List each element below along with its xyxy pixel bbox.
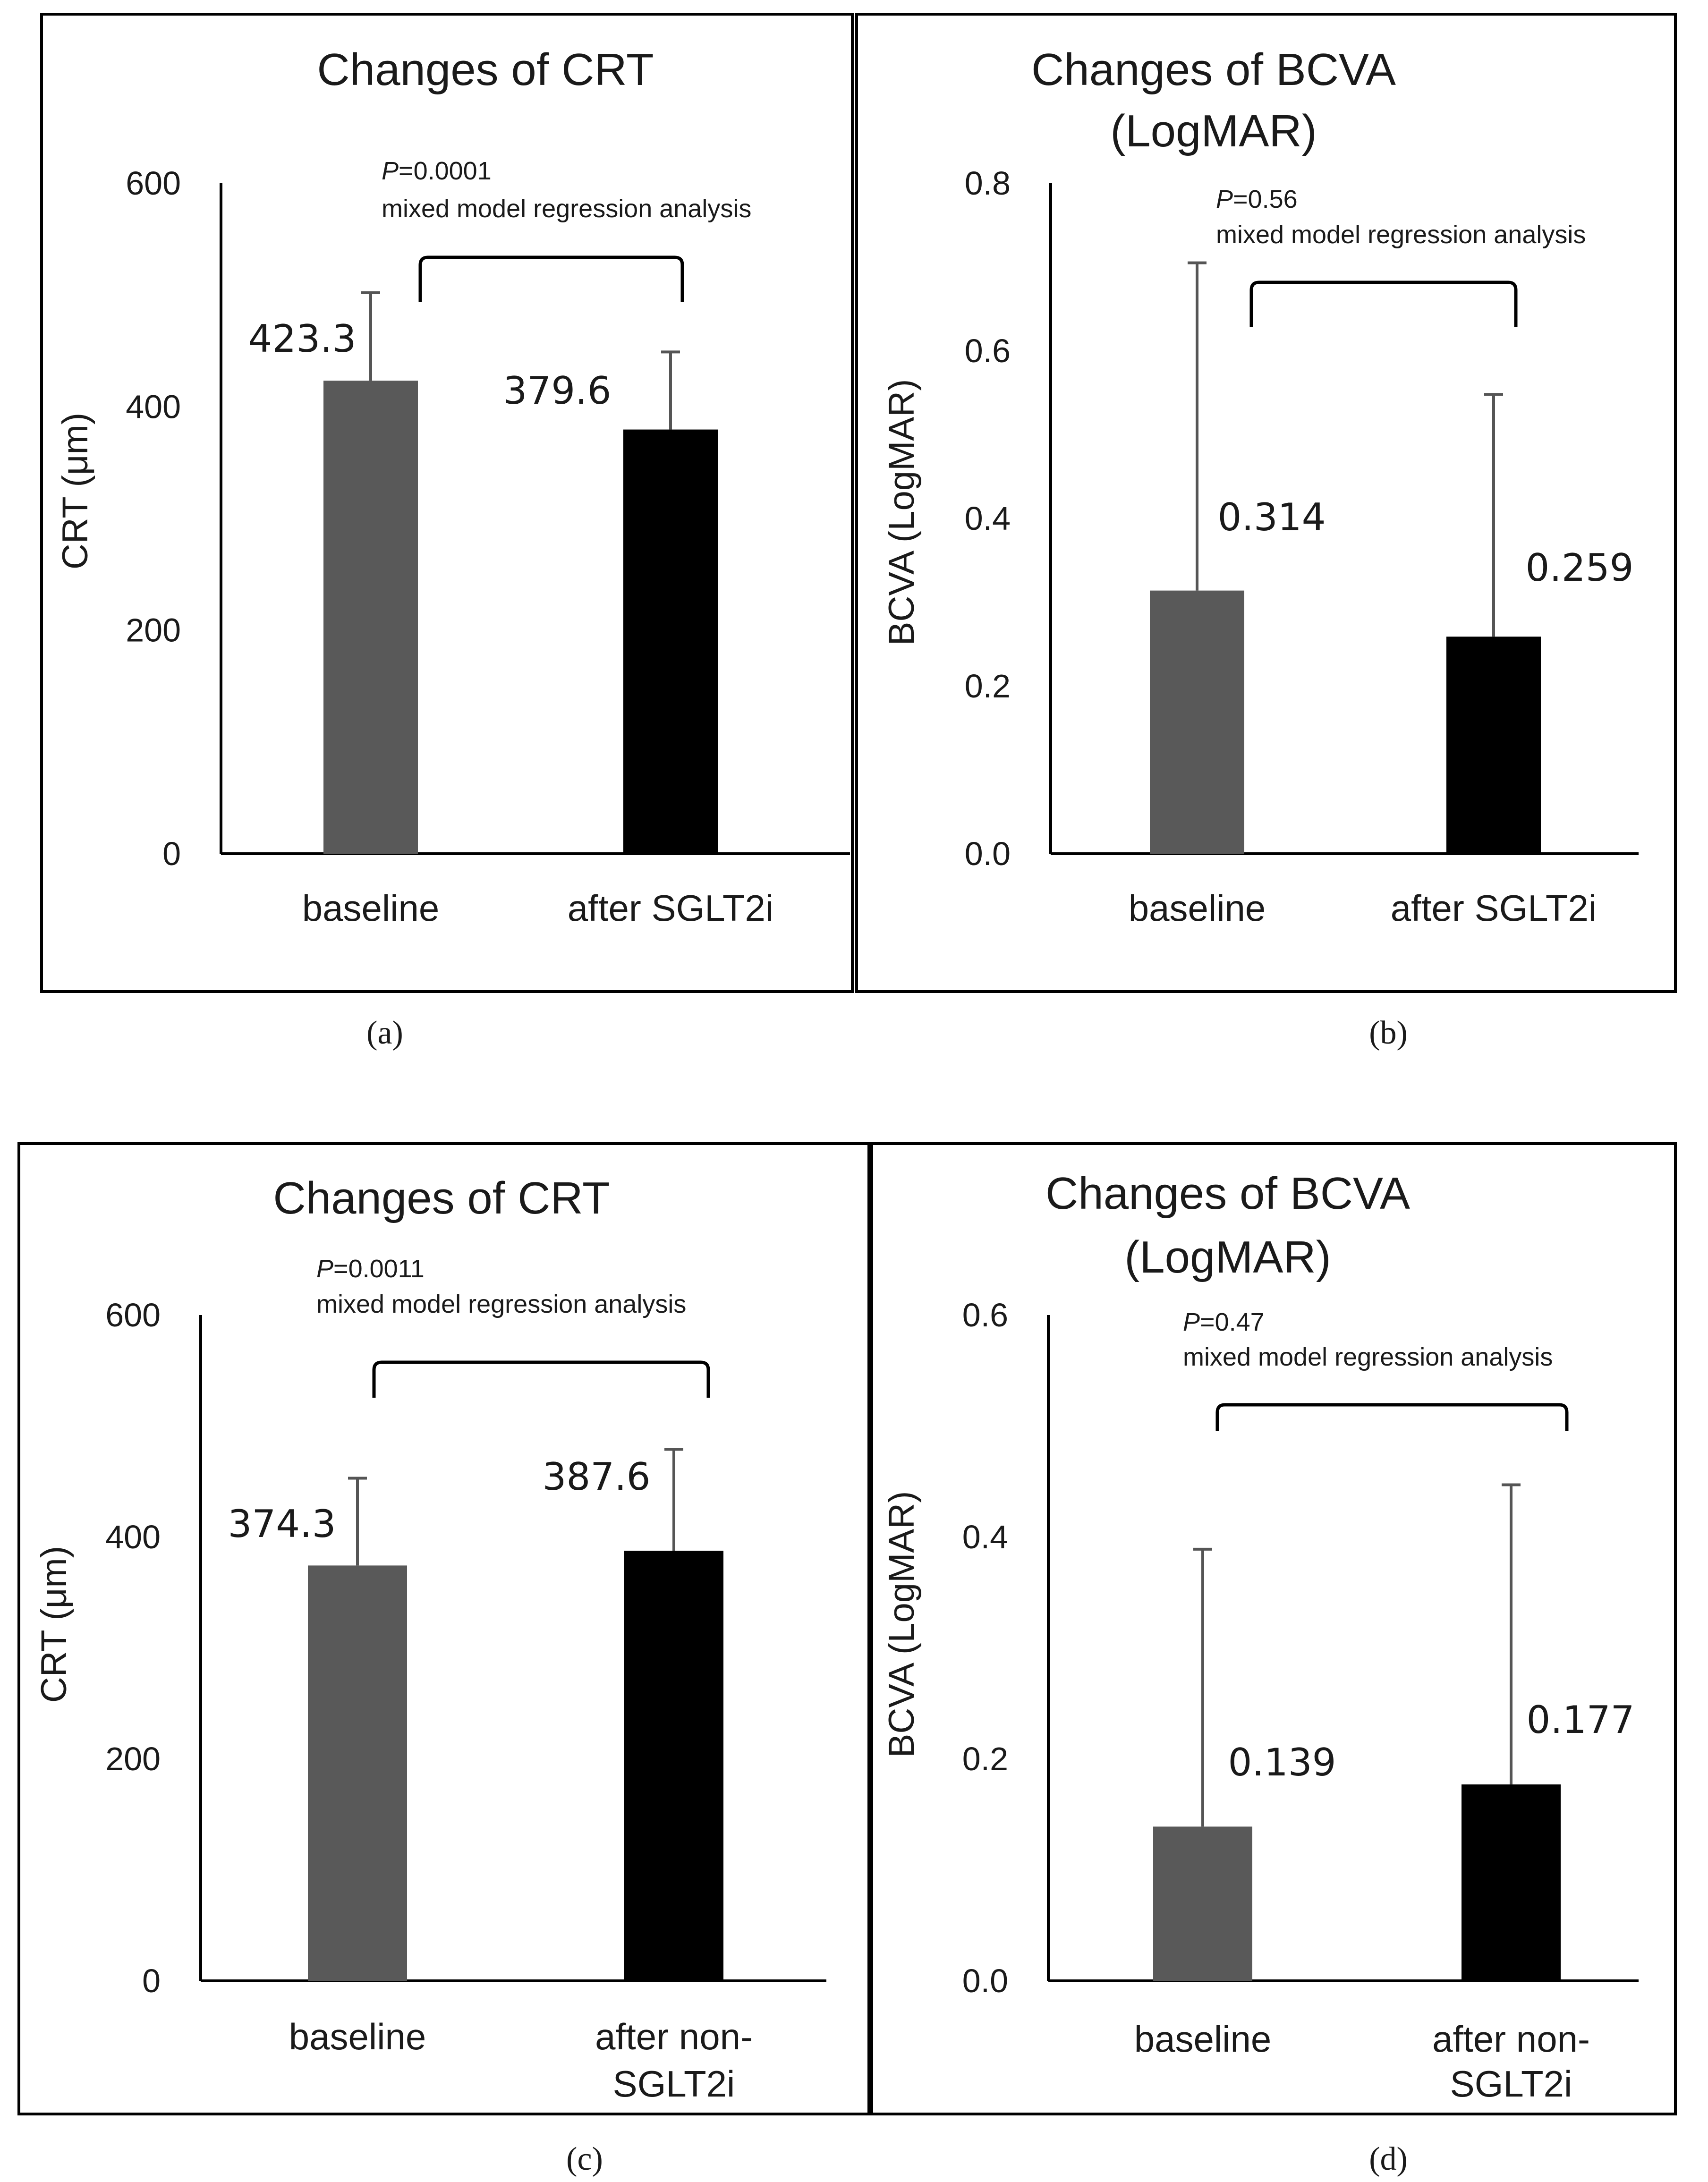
p-value-annotation: P=0.56 (1216, 185, 1298, 213)
bar (1150, 590, 1244, 854)
y-axis-label: CRT (μm) (34, 1546, 74, 1703)
x-tick-label: baseline (289, 2016, 426, 2057)
panel-frame-3 (17, 1142, 873, 2115)
panel-caption: (d) (1369, 2141, 1408, 2177)
panel-caption: (b) (1369, 1015, 1408, 1051)
p-value: =0.56 (1233, 185, 1298, 213)
data-label: 387.6 (542, 1455, 650, 1499)
y-axis-label: BCVA (LogMAR) (882, 379, 922, 646)
y-tick-label: 0 (162, 835, 181, 872)
y-tick-label: 400 (126, 388, 181, 425)
chart-title: Changes of BCVA (1045, 1168, 1410, 1219)
data-label: 379.6 (503, 369, 611, 413)
y-axis-label: BCVA (LogMAR) (882, 1491, 922, 1758)
panel-caption: (a) (366, 1015, 403, 1051)
bar (1462, 1784, 1561, 1981)
y-tick-label: 0.6 (965, 332, 1011, 369)
significance-bracket (372, 1360, 710, 1398)
p-value-annotation: P=0.47 (1183, 1308, 1265, 1336)
x-tick-label: after SGLT2i (568, 887, 773, 929)
chart-title: (LogMAR) (1124, 1232, 1331, 1282)
chart-title: Changes of CRT (273, 1173, 610, 1223)
y-tick-label: 0.4 (965, 500, 1011, 537)
bar (623, 429, 718, 854)
y-tick-label: 0.4 (962, 1519, 1008, 1555)
y-tick-label: 600 (105, 1297, 161, 1333)
data-label: 0.139 (1228, 1741, 1336, 1784)
test-method-label: mixed model regression analysis (1183, 1343, 1553, 1371)
panel-caption: (c) (566, 2141, 603, 2177)
y-tick-label: 0.0 (965, 835, 1011, 872)
y-tick-label: 400 (105, 1519, 161, 1555)
x-tick-label: baseline (302, 887, 440, 929)
panel-frame-1 (40, 13, 854, 993)
x-tick-label: SGLT2i (1450, 2063, 1572, 2105)
data-label: 0.259 (1525, 546, 1633, 590)
p-symbol: P (1183, 1308, 1200, 1336)
p-value: =0.47 (1200, 1308, 1265, 1336)
test-method-label: mixed model regression analysis (316, 1290, 686, 1318)
significance-bracket (1215, 1403, 1569, 1431)
y-tick-label: 0.0 (962, 1962, 1008, 1999)
x-tick-label: SGLT2i (613, 2063, 735, 2105)
x-tick-label: baseline (1129, 887, 1266, 929)
y-tick-label: 0.2 (962, 1741, 1008, 1777)
p-value: =0.0001 (399, 157, 492, 185)
bar (624, 1551, 723, 1981)
p-value-annotation: P=0.0011 (316, 1255, 425, 1283)
bar (1153, 1826, 1252, 1981)
panel-frame-2 (855, 13, 1677, 993)
bar (308, 1565, 407, 1981)
y-axis-label: CRT (μm) (55, 413, 95, 569)
test-method-label: mixed model regression analysis (382, 195, 751, 223)
bar (1446, 637, 1541, 854)
p-symbol: P (382, 157, 399, 185)
data-label: 0.314 (1217, 495, 1326, 539)
x-tick-label: baseline (1134, 2018, 1272, 2060)
significance-bracket (1249, 280, 1518, 327)
y-tick-label: 200 (105, 1741, 161, 1777)
x-tick-label: after non- (595, 2016, 753, 2057)
data-label: 374.3 (228, 1502, 336, 1546)
chart-title: Changes of CRT (317, 44, 654, 95)
y-tick-label: 0 (142, 1962, 161, 1999)
y-tick-label: 600 (126, 165, 181, 202)
p-value-annotation: P=0.0001 (382, 157, 492, 185)
y-tick-label: 200 (126, 612, 181, 649)
data-label: 423.3 (248, 317, 356, 361)
bar (323, 381, 418, 854)
p-symbol: P (1216, 185, 1233, 213)
significance-bracket (418, 255, 684, 302)
y-tick-label: 0.2 (965, 668, 1011, 705)
x-tick-label: after non- (1432, 2018, 1590, 2060)
chart-title: Changes of BCVA (1031, 44, 1396, 95)
x-tick-label: after SGLT2i (1391, 887, 1597, 929)
test-method-label: mixed model regression analysis (1216, 221, 1586, 249)
p-value: =0.0011 (333, 1255, 425, 1283)
y-tick-label: 0.6 (962, 1297, 1008, 1333)
p-symbol: P (316, 1255, 333, 1283)
y-tick-label: 0.8 (965, 165, 1011, 202)
panel-frame-4 (867, 1142, 1677, 2115)
chart-title: (LogMAR) (1110, 106, 1317, 156)
data-label: 0.177 (1526, 1698, 1634, 1742)
